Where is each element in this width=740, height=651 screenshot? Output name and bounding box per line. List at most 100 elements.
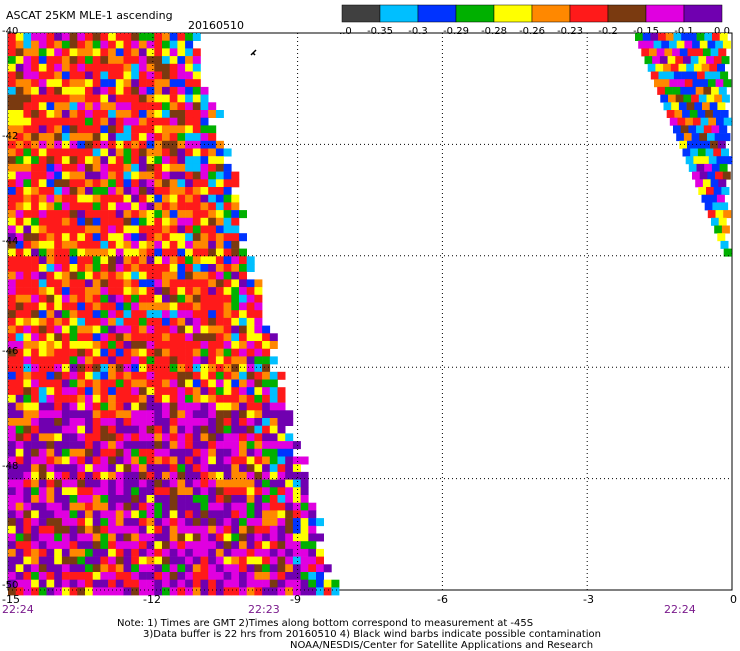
swath-cell (285, 556, 294, 565)
swath-cell (100, 502, 109, 511)
swath-cell (177, 587, 186, 596)
swath-cell (61, 456, 70, 465)
swath-cell (92, 194, 101, 203)
swath-cell (269, 556, 278, 565)
swath-cell (162, 48, 170, 57)
swath-cell (92, 356, 101, 365)
swath-cell (246, 456, 255, 465)
swath-cell (115, 364, 124, 373)
swath-cell (146, 240, 155, 249)
swath-cell (162, 302, 170, 311)
swath-cell (200, 179, 209, 188)
swath-cell (285, 572, 294, 580)
swath-cell (154, 140, 163, 149)
swath-cell (208, 364, 217, 373)
swath-cell (223, 418, 232, 426)
swath-cell (69, 317, 78, 326)
swath-cell (38, 279, 47, 288)
swath-cell (108, 240, 117, 249)
swath-cell (185, 410, 194, 419)
swath-cell (108, 117, 117, 126)
swath-cell (269, 441, 278, 450)
swath-cell (154, 464, 163, 473)
swath-cell (69, 110, 78, 118)
swath-cell (215, 441, 224, 450)
swath-cell (115, 33, 124, 41)
swath-cell (108, 40, 117, 49)
swath-cell (169, 256, 178, 265)
swath-cell (100, 379, 109, 388)
swath-cell (146, 102, 155, 111)
swath-cell (54, 133, 63, 142)
swath-cell (641, 48, 650, 57)
swath-cell (61, 356, 70, 365)
swath-cell (208, 556, 217, 565)
swath-cell (131, 256, 140, 265)
swath-cell (262, 402, 271, 411)
swath-cell (146, 148, 155, 157)
swath-cell (192, 302, 201, 311)
swath-cell (208, 348, 217, 357)
swath-cell (208, 572, 217, 580)
swath-cell (185, 433, 194, 442)
swath-cell (231, 310, 240, 319)
swath-cell (231, 371, 240, 380)
swath-cell (77, 525, 86, 534)
swath-cell (100, 394, 109, 403)
swath-cell (38, 271, 47, 280)
swath-cell (108, 33, 117, 41)
swath-cell (131, 217, 140, 226)
swath-cell (285, 502, 294, 511)
swath-cell (231, 572, 240, 580)
swath-cell (683, 94, 692, 103)
swath-cell (8, 71, 16, 80)
swath-cell (162, 548, 170, 557)
swath-cell (108, 310, 117, 319)
swath-cell (108, 441, 117, 450)
swath-cell (169, 541, 178, 550)
swath-cell (85, 425, 93, 434)
legend-label: -0.15 (633, 26, 659, 36)
swath-cell (239, 464, 247, 473)
swath-cell (131, 356, 140, 365)
swath-cell (146, 302, 155, 311)
swath-cell (292, 556, 301, 565)
swath-cell (192, 464, 201, 473)
swath-cell (23, 541, 32, 550)
swath-cell (15, 210, 24, 219)
swath-cell (92, 287, 101, 296)
swath-cell (239, 548, 247, 557)
swath-cell (154, 102, 163, 111)
note-line-3: NOAA/NESDIS/Center for Satellite Applica… (290, 640, 594, 651)
swath-cell (169, 56, 178, 65)
swath-cell (15, 479, 24, 488)
swath-cell (23, 394, 32, 403)
swath-cell (146, 572, 155, 580)
swath-cell (69, 433, 78, 442)
swath-cell (169, 564, 178, 573)
swath-cell (131, 502, 140, 511)
swath-cell (92, 579, 101, 588)
swath-cell (46, 502, 55, 511)
swath-cell (678, 102, 687, 111)
swath-cell (323, 564, 332, 573)
swath-cell (277, 464, 286, 473)
y-tick-label: -42 (2, 131, 19, 142)
swath-cell (246, 441, 255, 450)
swath-cell (77, 233, 86, 242)
swath-cell (8, 402, 16, 411)
swath-cell (169, 48, 178, 57)
swath-cell (711, 217, 719, 226)
swath-cell (192, 348, 201, 357)
swath-cell (131, 379, 140, 388)
swath-cell (131, 171, 140, 180)
swath-cell (239, 210, 247, 219)
swath-cell (192, 48, 201, 57)
swath-cell (154, 579, 163, 588)
swath-cell (8, 233, 16, 242)
swath-cell (185, 233, 194, 242)
swath-cell (192, 410, 201, 419)
swath-cell (123, 379, 132, 388)
swath-cell (92, 279, 101, 288)
swath-cell (138, 441, 147, 450)
